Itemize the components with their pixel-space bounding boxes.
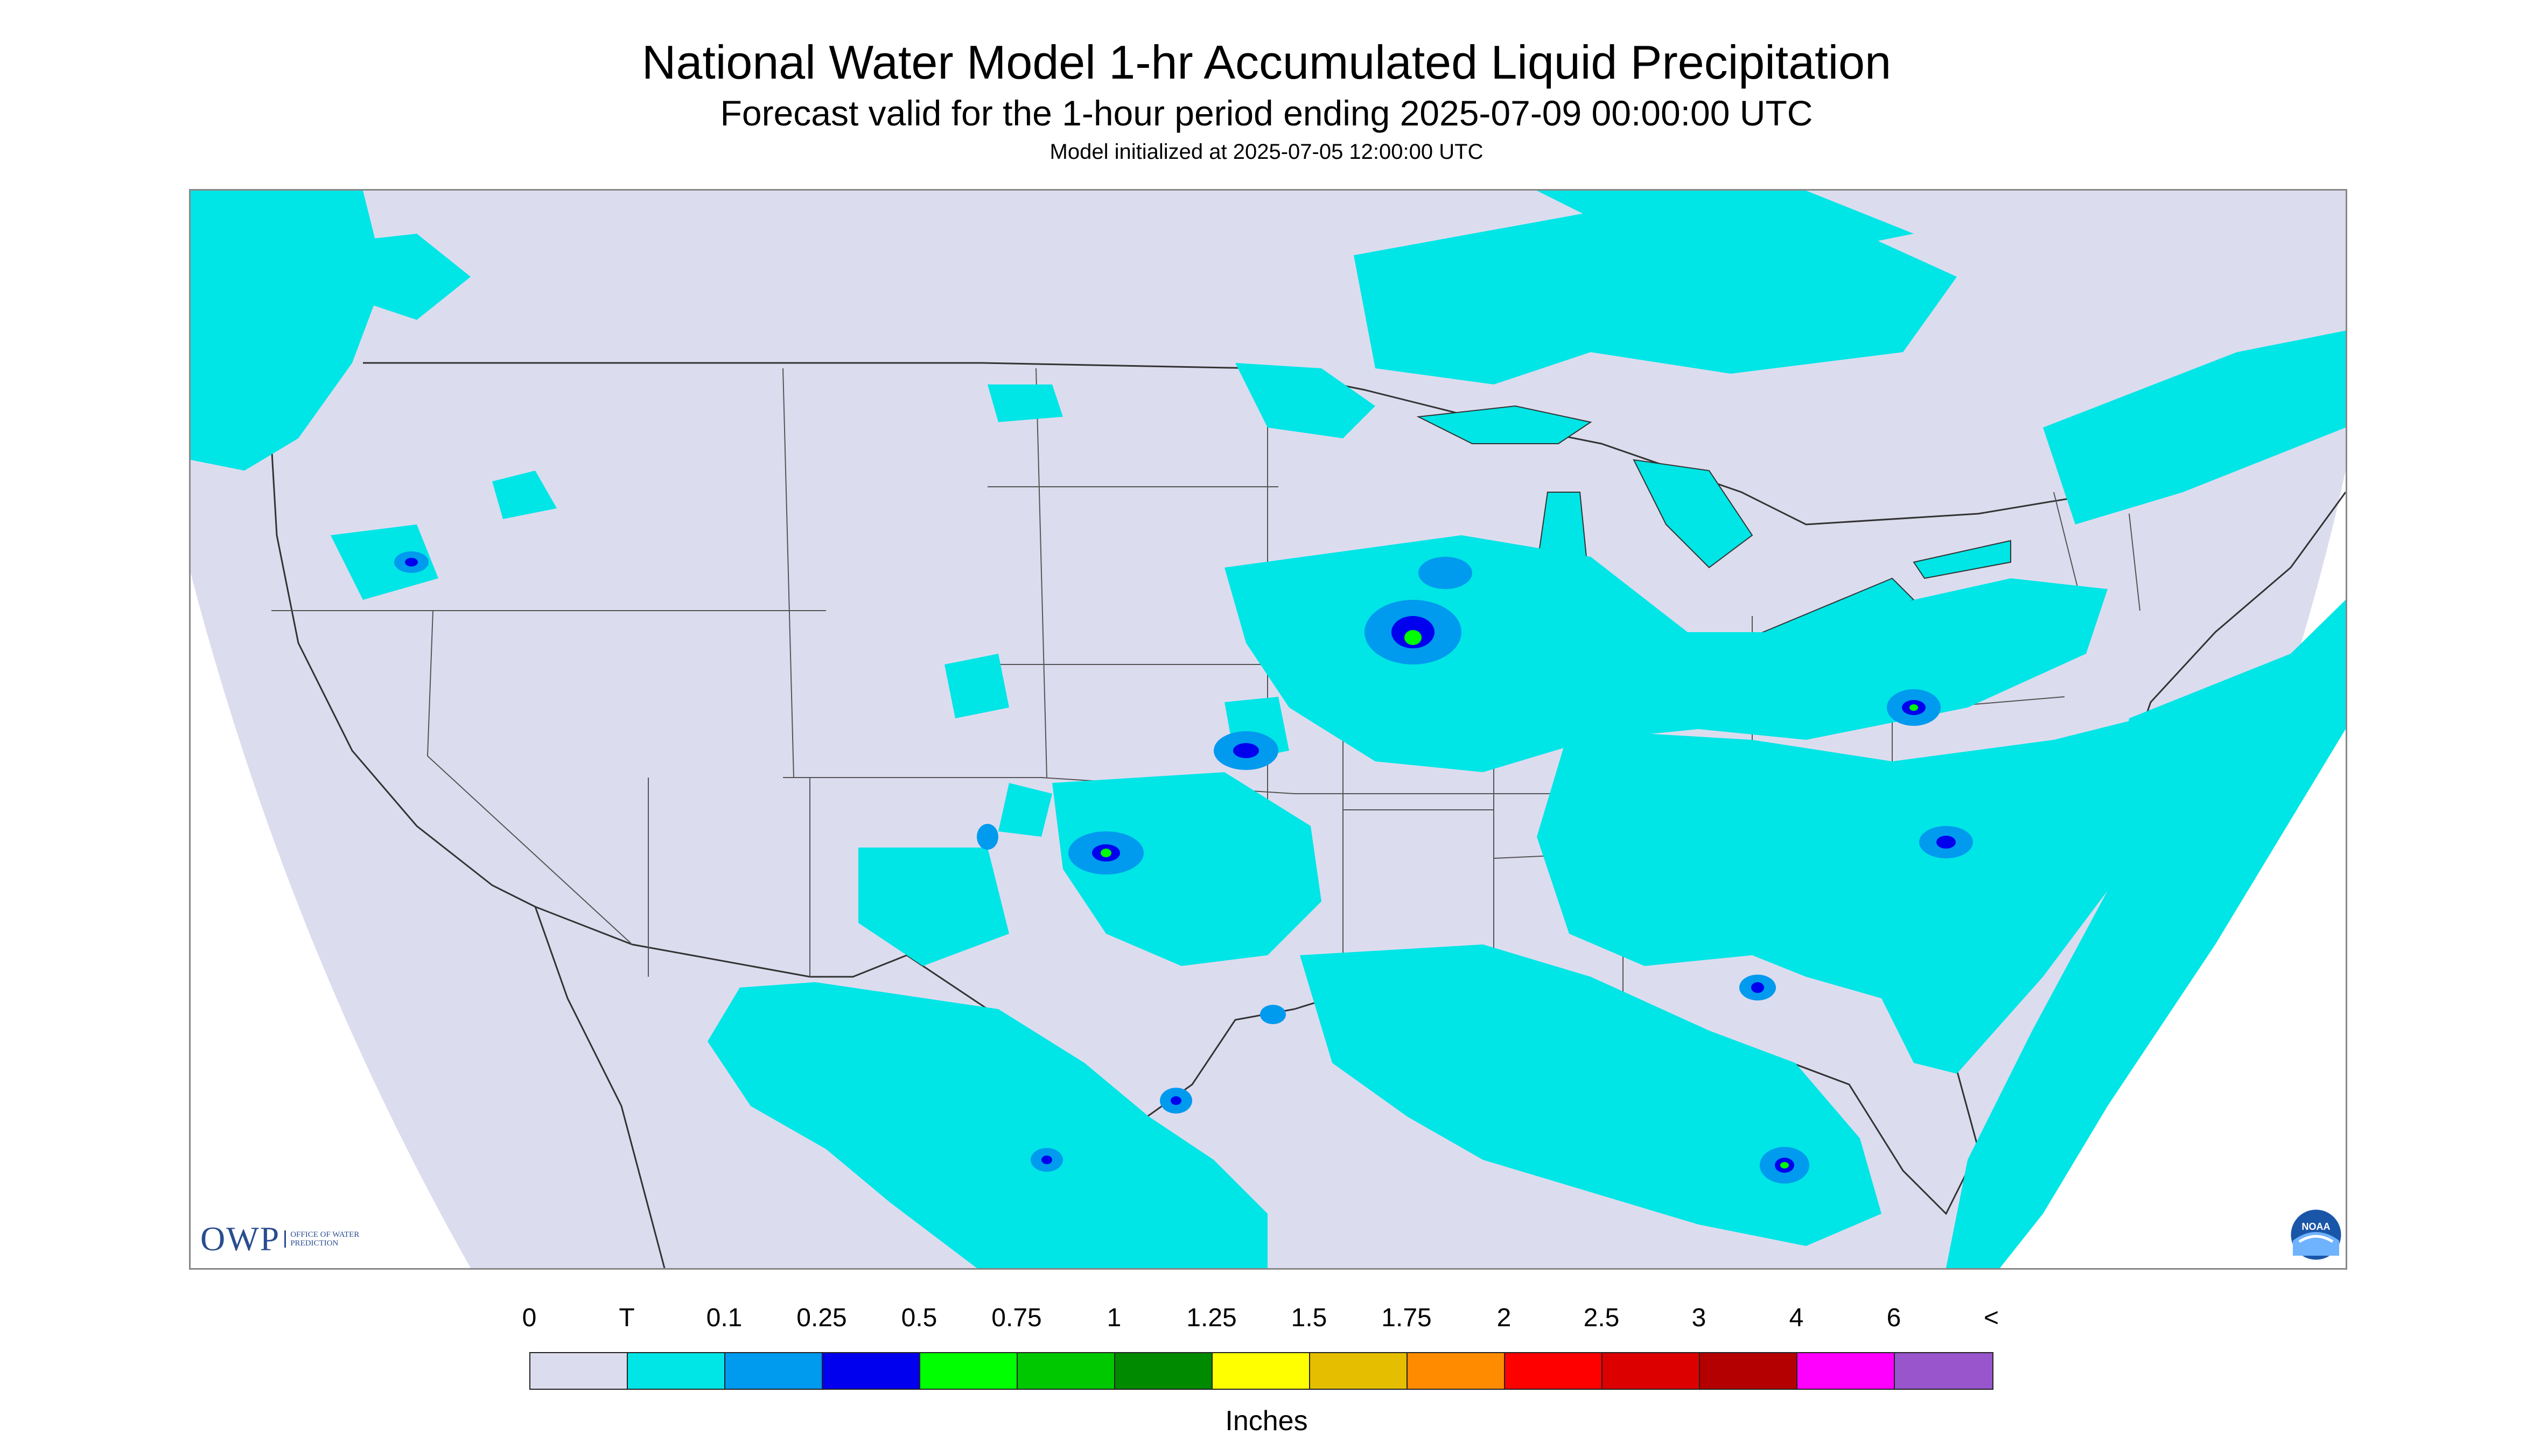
legend-swatch (1700, 1353, 1797, 1389)
map-subtitle: Forecast valid for the 1-hour period end… (720, 93, 1813, 133)
legend-swatch (1018, 1353, 1115, 1389)
legend-tick-label: 4 (1789, 1304, 1804, 1332)
legend-swatch (1408, 1353, 1505, 1389)
legend-tick-label: 0 (522, 1304, 537, 1332)
legend-swatch (920, 1353, 1018, 1389)
precip-trace-areas (191, 191, 2346, 1268)
legend-swatch (823, 1353, 920, 1389)
legend-tick-label: T (619, 1304, 635, 1332)
noaa-logo-text: NOAA (2302, 1221, 2331, 1232)
owp-logo-letters: OWP (200, 1220, 281, 1258)
legend-tick-label: 2 (1496, 1304, 1512, 1332)
legend-units: Inches (1225, 1405, 1308, 1437)
legend-tick-label: 0.75 (991, 1304, 1042, 1332)
legend-tick-label: 0.25 (796, 1304, 847, 1332)
noaa-logo: NOAA (2289, 1208, 2343, 1262)
model-init-time: Model initialized at 2025-07-05 12:00:00… (1049, 140, 1484, 164)
map-title: National Water Model 1-hr Accumulated Li… (641, 36, 1892, 89)
legend-tick-label: 3 (1691, 1304, 1706, 1332)
legend-swatch (725, 1353, 823, 1389)
legend-swatch (1603, 1353, 1700, 1389)
legend-tick-label: 0.1 (706, 1304, 743, 1332)
precipitation-map: OWP OFFICE OF WATER PREDICTION NOAA (189, 189, 2347, 1270)
legend-tick-label: 1.75 (1381, 1304, 1432, 1332)
legend-swatch (1213, 1353, 1310, 1389)
owp-logo-text: OFFICE OF WATER PREDICTION (284, 1230, 371, 1248)
legend-swatch (1797, 1353, 1895, 1389)
legend-labels: 0 T 0.1 0.25 0.5 0.75 1 1.25 1.5 1.75 2 2.5 3 4 6 < (0, 1302, 2533, 1340)
legend-colorbar (529, 1352, 1993, 1390)
legend-tick-label: 1.5 (1291, 1304, 1327, 1332)
legend-swatch (1310, 1353, 1408, 1389)
legend-swatch (530, 1353, 628, 1389)
map-canvas (191, 191, 2346, 1268)
west-coastline (270, 362, 666, 1268)
legend-tick-label: < (1983, 1304, 1999, 1332)
legend-tick-label: 6 (1886, 1304, 1901, 1332)
precip-hotspots (394, 551, 1973, 1184)
legend-swatch (1505, 1353, 1603, 1389)
legend-swatch (1115, 1353, 1213, 1389)
legend-tick-label: 1.25 (1186, 1304, 1237, 1332)
legend-tick-label: 1 (1107, 1304, 1122, 1332)
legend-tick-label: 2.5 (1583, 1304, 1620, 1332)
legend-swatch (1895, 1353, 1992, 1389)
legend-swatch (628, 1353, 725, 1389)
owp-logo: OWP OFFICE OF WATER PREDICTION (200, 1219, 371, 1259)
legend-tick-label: 0.5 (901, 1304, 937, 1332)
